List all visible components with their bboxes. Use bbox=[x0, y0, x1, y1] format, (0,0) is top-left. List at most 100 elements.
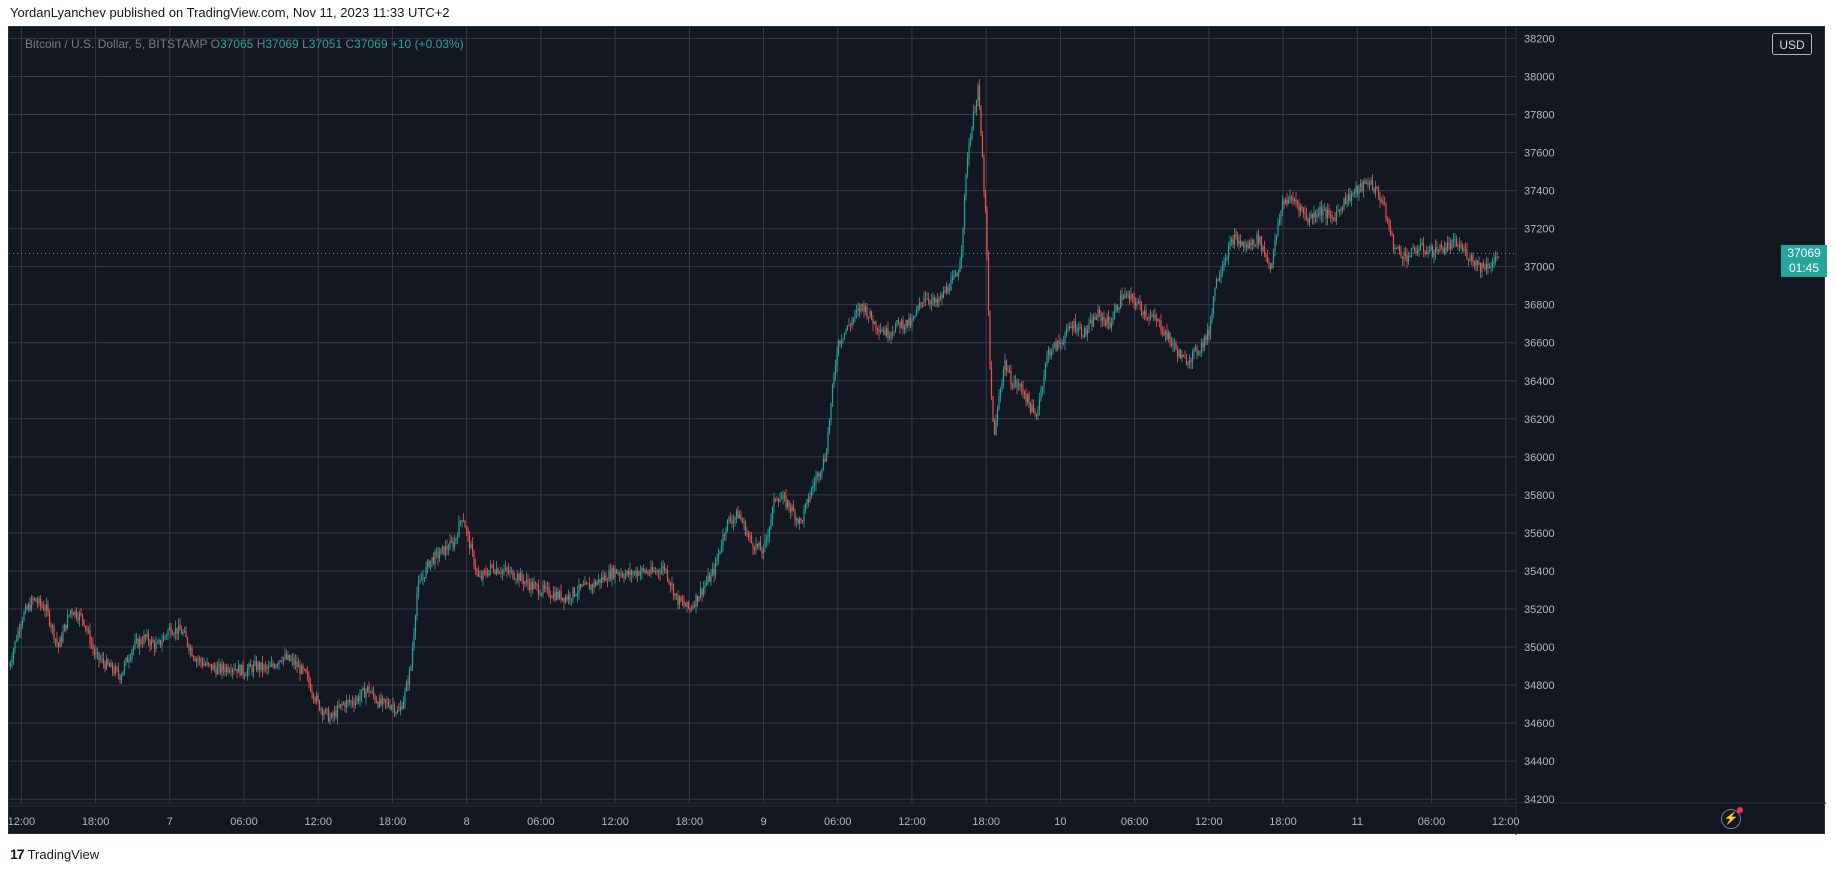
candle-body bbox=[1407, 256, 1410, 263]
candle-body bbox=[1130, 294, 1132, 300]
candle-body bbox=[531, 582, 534, 589]
candle-body bbox=[858, 308, 861, 312]
candle-body bbox=[804, 503, 807, 510]
candle-body bbox=[1259, 236, 1261, 244]
candle-body bbox=[473, 551, 475, 566]
x-tick-label: 06:00 bbox=[1418, 816, 1446, 828]
candle-body bbox=[647, 571, 649, 574]
candle-body bbox=[1179, 350, 1182, 359]
candle-body bbox=[9, 666, 10, 667]
candle-body bbox=[1091, 319, 1093, 327]
candle-body bbox=[489, 564, 492, 570]
candle-body bbox=[1071, 326, 1074, 329]
candle-body bbox=[429, 560, 432, 568]
candle-body bbox=[1164, 330, 1167, 335]
candle-body bbox=[1040, 389, 1042, 400]
candle-body bbox=[1202, 342, 1204, 348]
candle-body bbox=[398, 710, 400, 711]
candle-body bbox=[26, 606, 28, 610]
candle-body bbox=[758, 542, 760, 547]
candle-body bbox=[447, 549, 450, 551]
candle-body bbox=[363, 687, 366, 698]
candle-body bbox=[1316, 215, 1318, 218]
candle-body bbox=[1248, 242, 1251, 249]
candle-body bbox=[1475, 260, 1477, 266]
candle-body bbox=[1343, 197, 1345, 209]
candle-body bbox=[9, 663, 12, 667]
candle-body bbox=[344, 703, 346, 708]
tradingview-logo[interactable]: 17 TradingView bbox=[10, 846, 99, 862]
candle-body bbox=[1442, 246, 1444, 254]
y-tick-label: 37600 bbox=[1524, 148, 1555, 160]
candle-body bbox=[222, 664, 225, 670]
candle-body bbox=[239, 665, 241, 676]
candle-body bbox=[1160, 320, 1162, 331]
candle-body bbox=[719, 550, 721, 554]
candle-body bbox=[503, 570, 505, 571]
candle-body bbox=[771, 507, 774, 519]
symbol-legend[interactable]: Bitcoin / U.S. Dollar, 5, BITSTAMP O3706… bbox=[25, 37, 464, 51]
candle-body bbox=[330, 713, 333, 718]
candle-body bbox=[1199, 350, 1201, 354]
candle-body bbox=[108, 664, 111, 667]
candle-body bbox=[1239, 240, 1242, 246]
candle-body bbox=[680, 596, 682, 601]
candle-body bbox=[929, 301, 931, 304]
candle-body bbox=[164, 635, 166, 637]
candle-body bbox=[714, 561, 717, 576]
candle-body bbox=[1178, 350, 1180, 357]
candle-body bbox=[1031, 405, 1033, 413]
lightning-bolt-icon[interactable]: ⚡ bbox=[1721, 807, 1743, 829]
candle-body bbox=[524, 581, 526, 584]
candle-body bbox=[1121, 294, 1123, 300]
candle-body bbox=[1191, 352, 1194, 362]
x-tick-label: 18:00 bbox=[972, 816, 1000, 828]
candle-body bbox=[1182, 354, 1185, 357]
candle-body bbox=[1340, 207, 1342, 211]
candle-body bbox=[569, 594, 571, 600]
candle-body bbox=[672, 584, 675, 596]
currency-button[interactable]: USD bbox=[1772, 33, 1812, 55]
price-chart[interactable]: 34200 34400 34600 34800 35000 35200 35400 35600… bbox=[9, 27, 1826, 835]
candle-body bbox=[1037, 410, 1039, 416]
candle-body bbox=[807, 498, 810, 502]
candle-body bbox=[420, 579, 423, 581]
legend-change: +10 (+0.03%) bbox=[390, 37, 464, 51]
candle-body bbox=[65, 624, 67, 629]
candle-body bbox=[120, 675, 123, 681]
candle-body bbox=[918, 302, 921, 308]
candle-body bbox=[1296, 201, 1299, 205]
candle-body bbox=[711, 569, 714, 574]
candle-body bbox=[44, 609, 46, 611]
candle-body bbox=[441, 546, 444, 549]
x-tick-label: 12:00 bbox=[1492, 816, 1520, 828]
candle-body bbox=[458, 521, 460, 537]
candle-body bbox=[1271, 263, 1273, 269]
candle-body bbox=[444, 546, 447, 555]
candle-body bbox=[825, 451, 828, 462]
candle-body bbox=[920, 302, 922, 304]
candle-body bbox=[138, 639, 141, 648]
candle-body bbox=[915, 309, 918, 316]
candle-body bbox=[242, 664, 244, 675]
candle-body bbox=[1145, 310, 1147, 318]
candle-body bbox=[704, 584, 706, 588]
candle-body bbox=[1268, 261, 1270, 264]
y-tick-label: 37200 bbox=[1524, 224, 1555, 236]
candle-body bbox=[188, 645, 190, 651]
candle-body bbox=[852, 318, 855, 321]
chart-frame[interactable]: 34200 34400 34600 34800 35000 35200 35400 35600… bbox=[8, 26, 1827, 835]
candle-body bbox=[86, 627, 88, 631]
candle-body bbox=[797, 518, 799, 524]
candle-body bbox=[1235, 234, 1237, 237]
candle-body bbox=[414, 616, 417, 634]
candle-body bbox=[599, 579, 601, 583]
candle-body bbox=[90, 643, 93, 645]
candle-body bbox=[348, 700, 351, 703]
candle-body bbox=[1046, 355, 1048, 364]
candle-body bbox=[1082, 335, 1084, 338]
candle-body bbox=[1311, 213, 1314, 218]
candle-body bbox=[666, 569, 669, 580]
candle-body bbox=[168, 626, 171, 630]
candle-body bbox=[426, 560, 429, 567]
